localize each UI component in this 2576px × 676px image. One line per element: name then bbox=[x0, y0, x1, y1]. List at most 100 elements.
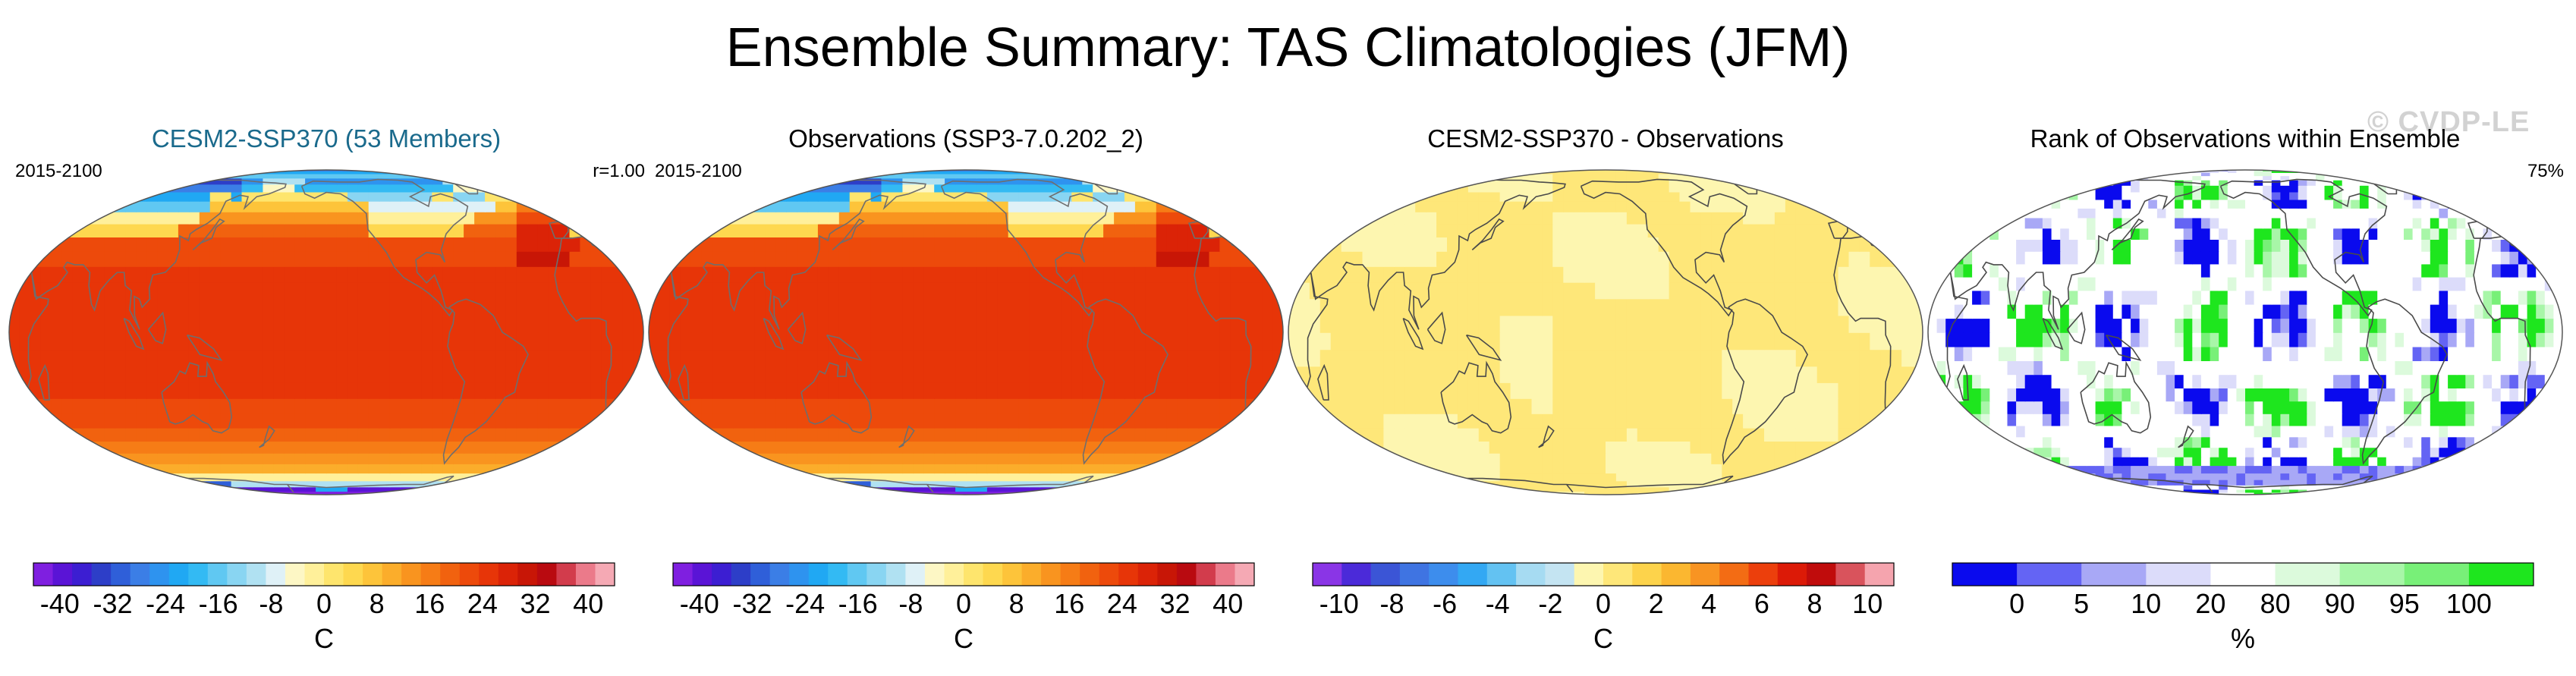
map-cell bbox=[389, 223, 401, 237]
map-cell bbox=[754, 223, 766, 237]
map-cell bbox=[1298, 315, 1310, 333]
map-cell bbox=[19, 237, 31, 252]
map-cell bbox=[9, 315, 20, 333]
map-cell bbox=[1362, 349, 1374, 367]
map-cell bbox=[712, 349, 724, 367]
map-cell bbox=[1008, 398, 1020, 414]
map-cell bbox=[892, 251, 904, 267]
map-cell bbox=[712, 398, 724, 414]
map-cell bbox=[1061, 237, 1073, 252]
map-cell bbox=[797, 251, 808, 267]
map-cell bbox=[580, 191, 592, 202]
map-cell bbox=[612, 491, 623, 495]
map-cell bbox=[1288, 493, 1300, 495]
map-cell bbox=[1114, 266, 1125, 283]
map-cell bbox=[1103, 184, 1115, 193]
map-cell bbox=[1156, 491, 1168, 495]
map-cell bbox=[649, 453, 660, 464]
map-cell bbox=[516, 171, 528, 175]
map-cell bbox=[1309, 398, 1321, 414]
panel-cesm2-ensemble: CESM2-SSP370 (53 Members) 2015-2100 r=1.… bbox=[8, 114, 645, 676]
map-cell bbox=[1230, 184, 1241, 193]
map-cell bbox=[188, 315, 200, 333]
map-cell bbox=[817, 453, 829, 464]
map-cell bbox=[569, 486, 581, 492]
map-cell bbox=[305, 464, 316, 474]
map-cell bbox=[72, 464, 84, 474]
map-cell bbox=[1241, 413, 1252, 429]
map-cell bbox=[1606, 398, 1617, 414]
map-cell bbox=[1542, 382, 1554, 399]
map-cell bbox=[1754, 237, 1765, 252]
map-cell bbox=[923, 191, 935, 202]
map-cell bbox=[284, 178, 295, 185]
map-cell bbox=[1690, 315, 1702, 333]
map-cell bbox=[881, 170, 893, 171]
map-cell bbox=[1082, 413, 1093, 429]
map-cell bbox=[432, 413, 443, 429]
map-cell bbox=[775, 486, 787, 492]
map-cell bbox=[474, 251, 486, 267]
map-cell bbox=[220, 332, 232, 351]
map-cell bbox=[1330, 473, 1342, 482]
map-cell bbox=[902, 349, 914, 367]
map-cell bbox=[1764, 486, 1776, 492]
map-cell bbox=[1552, 427, 1564, 442]
map-cell bbox=[1209, 178, 1221, 185]
map-cell bbox=[1880, 480, 1892, 488]
map-cell bbox=[294, 281, 306, 300]
map-cell bbox=[680, 178, 692, 185]
map-cell bbox=[1891, 480, 1902, 488]
map-cell bbox=[1040, 212, 1052, 225]
map-cell bbox=[1722, 398, 1733, 414]
map-cell bbox=[1050, 298, 1062, 316]
map-cell bbox=[1166, 382, 1178, 399]
map-cell bbox=[316, 173, 327, 179]
map-cell bbox=[400, 281, 412, 300]
map-cell bbox=[316, 332, 327, 351]
map-cell bbox=[1177, 178, 1189, 185]
map-cell bbox=[945, 281, 956, 300]
map-cell bbox=[537, 453, 549, 464]
map-cell bbox=[1754, 486, 1765, 492]
map-cell bbox=[580, 349, 592, 367]
map-cell bbox=[1426, 453, 1437, 464]
map-cell bbox=[870, 349, 882, 367]
map-cell bbox=[188, 171, 200, 175]
map-cell bbox=[1606, 480, 1617, 488]
map-cell bbox=[1848, 464, 1860, 474]
map-cell bbox=[273, 298, 285, 316]
map-cell bbox=[765, 170, 776, 171]
map-cell bbox=[1732, 332, 1744, 351]
map-cell bbox=[1134, 491, 1146, 495]
map-cell bbox=[1795, 398, 1807, 414]
map-cell bbox=[30, 493, 42, 495]
map-cell bbox=[1082, 170, 1093, 171]
map-cell bbox=[61, 173, 74, 179]
map-cell bbox=[1436, 237, 1448, 252]
map-cell bbox=[754, 332, 766, 351]
map-cell bbox=[1008, 212, 1020, 225]
map-cell bbox=[125, 184, 137, 193]
map-cell bbox=[1743, 441, 1754, 454]
map-cell bbox=[1177, 298, 1189, 316]
map-cell bbox=[1262, 315, 1273, 333]
map-cell bbox=[558, 315, 571, 333]
map-cell bbox=[870, 441, 882, 454]
map-cell bbox=[83, 332, 95, 351]
map-cell bbox=[1050, 493, 1062, 495]
map-cell bbox=[945, 251, 956, 267]
colorbar-swatch bbox=[1002, 563, 1023, 586]
map-cell bbox=[1679, 382, 1691, 399]
map-cell bbox=[1669, 382, 1681, 399]
map-cell bbox=[1018, 413, 1030, 429]
map-cell bbox=[1743, 464, 1754, 474]
map-cell bbox=[1383, 251, 1395, 267]
map-cell bbox=[1510, 413, 1522, 429]
map-cell bbox=[966, 413, 977, 429]
map-cell bbox=[537, 298, 549, 316]
map-cell bbox=[786, 178, 797, 185]
map-cell bbox=[400, 315, 412, 333]
map-cell bbox=[633, 453, 643, 464]
map-cell bbox=[913, 173, 924, 179]
